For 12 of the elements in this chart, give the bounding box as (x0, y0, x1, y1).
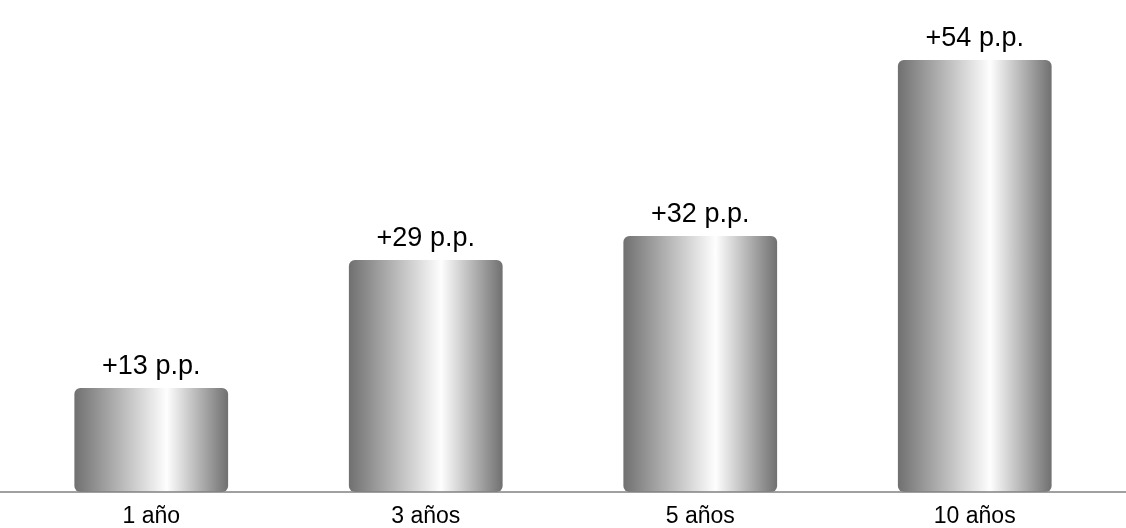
x-tick-label: 3 años (391, 502, 461, 528)
data-label: +13 p.p. (102, 350, 201, 380)
x-tick-label: 1 año (122, 502, 181, 528)
bar (623, 236, 778, 492)
bar (897, 60, 1052, 492)
x-tick-label: 5 años (665, 502, 735, 528)
bar (348, 260, 503, 492)
data-label: +54 p.p. (925, 22, 1024, 52)
data-label: +29 p.p. (376, 222, 475, 252)
x-tick-label: 10 años (933, 502, 1016, 528)
bar (74, 388, 229, 492)
data-label: +32 p.p. (651, 198, 750, 228)
